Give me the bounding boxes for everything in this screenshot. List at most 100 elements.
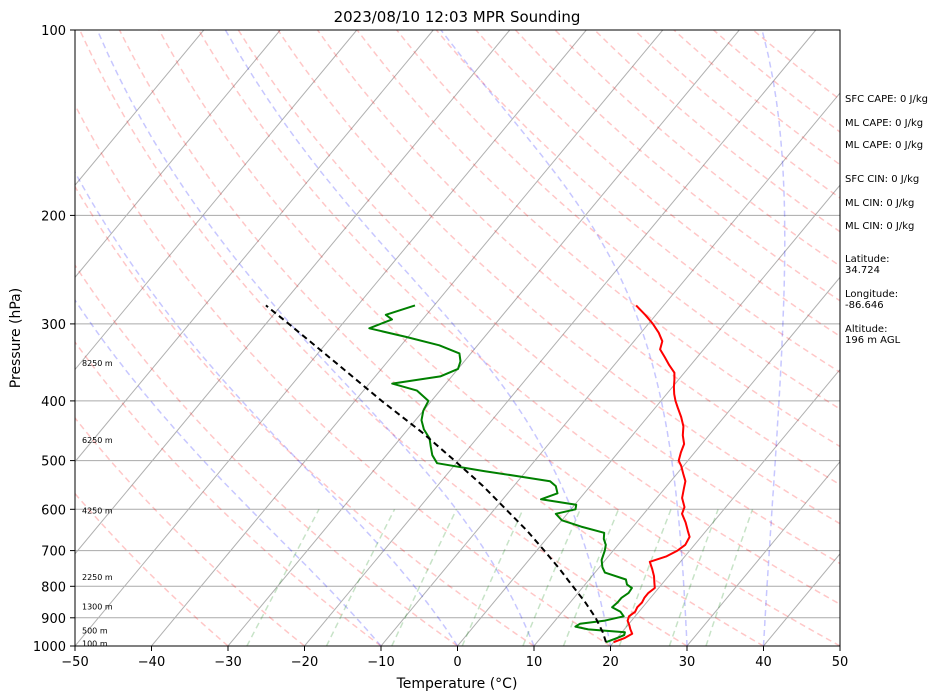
- x-axis-label: Temperature (°C): [396, 676, 518, 692]
- mixing-ratio-line: [562, 509, 620, 646]
- height-label: 1300 m: [82, 602, 113, 611]
- dry-adiabat: [75, 492, 229, 646]
- mixing-ratio-line: [325, 508, 396, 646]
- temperature-line: [613, 304, 691, 644]
- dry-adiabat: [79, 30, 688, 646]
- side-info-text: ML CIN: 0 J/kg: [845, 198, 914, 209]
- dry-adiabat: [237, 30, 840, 565]
- isotherm-line: [75, 30, 434, 463]
- x-tick-label: 40: [755, 655, 772, 670]
- mixing-ratio-line: [668, 509, 719, 646]
- y-tick-label: 800: [41, 580, 66, 595]
- moist-adiabat: [96, 30, 535, 646]
- side-info-text: -86.646: [845, 300, 884, 311]
- sounding-parameters-panel: SFC CAPE: 0 J/kg ML CAPE: 0 J/kg ML CAPE: …: [845, 94, 928, 346]
- height-labels: 100 m 500 m 1300 m 2250 m 4250 m 6250 m 8250 m: [82, 359, 113, 649]
- dry-adiabat: [75, 185, 535, 646]
- x-axis-ticks: −50 −40 −30 −20 −10 0 10 20 30 40 50: [61, 646, 848, 670]
- x-tick-label: −30: [214, 655, 241, 670]
- isotherm-line: [610, 368, 840, 646]
- side-info-text: 196 m AGL: [845, 335, 901, 346]
- moist-adiabat: [761, 30, 786, 646]
- x-tick-label: −10: [367, 655, 394, 670]
- dry-adiabat: [435, 30, 840, 374]
- y-tick-label: 400: [41, 395, 66, 410]
- isotherm-line: [457, 184, 840, 646]
- dry-adiabat: [633, 30, 840, 199]
- height-label: 100 m: [82, 639, 108, 648]
- isotherm-line: [380, 92, 840, 646]
- y-tick-label: 300: [41, 318, 66, 333]
- sounding-traces: [265, 304, 691, 644]
- isotherm-line: [304, 30, 817, 646]
- background-reference-lines: [75, 30, 840, 646]
- dry-adiabat: [75, 340, 382, 646]
- isotherm-line: [75, 30, 281, 279]
- y-tick-label: 100: [41, 24, 66, 39]
- x-tick-label: 50: [832, 655, 849, 670]
- dry-adiabat: [277, 30, 840, 525]
- y-tick-label: 200: [41, 209, 66, 224]
- mixing-ratio-line: [391, 508, 458, 646]
- dry-adiabat: [673, 30, 840, 166]
- x-tick-label: 10: [526, 655, 543, 670]
- isotherm-line: [75, 30, 587, 646]
- mixing-ratio-line: [246, 508, 320, 646]
- isotherm-line: [533, 276, 840, 646]
- y-tick-label: 500: [41, 455, 66, 470]
- height-label: 8250 m: [82, 359, 113, 368]
- dry-adiabat: [75, 103, 611, 646]
- chart-title: 2023/08/10 12:03 MPR Sounding: [334, 8, 581, 26]
- dewpoint-line: [368, 304, 633, 644]
- mixing-ratio-line: [705, 509, 754, 646]
- height-label: 6250 m: [82, 436, 113, 445]
- x-tick-label: −50: [61, 655, 88, 670]
- dry-adiabat: [316, 30, 840, 486]
- isotherm-line: [75, 30, 205, 186]
- y-tick-label: 600: [41, 503, 66, 518]
- y-tick-label: 1000: [33, 640, 66, 655]
- x-tick-label: 20: [602, 655, 619, 670]
- dry-adiabat: [75, 263, 458, 646]
- side-info-text: 34.724: [845, 265, 880, 276]
- moist-adiabat: [224, 30, 612, 646]
- x-tick-label: 0: [453, 655, 461, 670]
- isotherm-line: [75, 30, 358, 371]
- x-tick-label: −40: [138, 655, 165, 670]
- side-info-text: Latitude:: [845, 254, 890, 265]
- x-tick-label: −20: [291, 655, 318, 670]
- y-tick-label: 900: [41, 612, 66, 627]
- y-axis-ticks: 100 200 300 400 500 600 700 800 900 1000: [33, 24, 75, 655]
- dry-adiabat: [118, 30, 764, 646]
- dry-adiabat: [158, 30, 840, 646]
- y-tick-label: 700: [41, 545, 66, 560]
- dry-adiabat: [75, 416, 305, 646]
- isotherm-line: [686, 460, 840, 646]
- side-info-text: Altitude:: [845, 324, 887, 335]
- isotherm-line: [75, 30, 511, 555]
- moist-adiabat: [440, 30, 688, 646]
- x-tick-label: 30: [679, 655, 696, 670]
- moist-adiabat: [75, 298, 382, 646]
- height-label: 500 m: [82, 626, 108, 635]
- mixing-ratio-line: [618, 509, 672, 646]
- dry-adiabat: [594, 30, 840, 233]
- parcel-profile-line: [265, 304, 607, 643]
- y-axis-label: Pressure (hPa): [8, 288, 24, 388]
- moist-adiabat: [75, 170, 459, 646]
- side-info-text: ML CAPE: 0 J/kg: [845, 140, 923, 151]
- side-info-text: ML CAPE: 0 J/kg: [845, 118, 923, 129]
- dry-adiabat: [396, 30, 840, 410]
- height-label: 2250 m: [82, 573, 113, 582]
- mixing-ratio-line: [522, 509, 581, 646]
- side-info-text: SFC CAPE: 0 J/kg: [845, 94, 928, 105]
- dry-adiabat: [198, 30, 840, 606]
- isotherm-line: [227, 30, 740, 646]
- dry-adiabat: [475, 30, 840, 338]
- side-info-text: ML CIN: 0 J/kg: [845, 221, 914, 232]
- height-label: 4250 m: [82, 507, 113, 516]
- mixing-ratio-line: [461, 508, 524, 646]
- side-info-text: Longitude:: [845, 289, 898, 300]
- side-info-text: SFC CIN: 0 J/kg: [845, 174, 919, 185]
